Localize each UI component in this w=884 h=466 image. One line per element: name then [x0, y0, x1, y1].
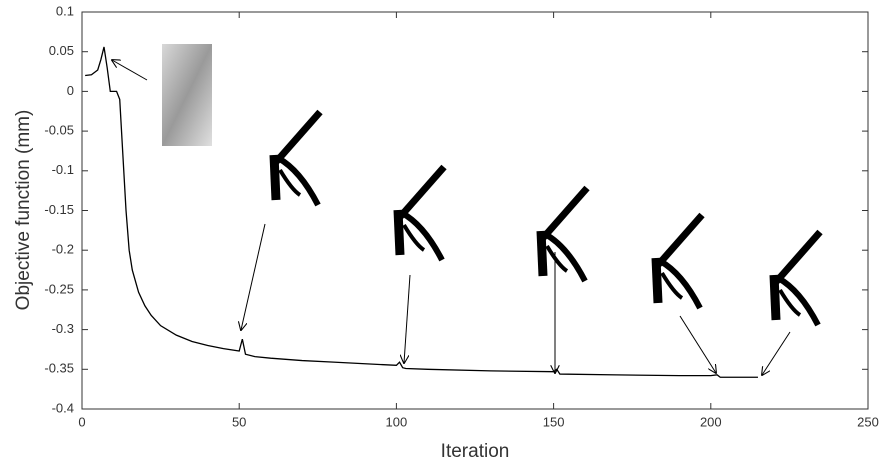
y-tick-label: -0.3	[52, 321, 74, 336]
y-tick-label: -0.4	[52, 400, 74, 415]
x-tick-label: 50	[232, 414, 246, 429]
surface-image	[162, 44, 212, 146]
shape-image	[656, 215, 702, 308]
y-tick-label: -0.25	[44, 281, 74, 296]
y-tick-label: -0.35	[44, 361, 74, 376]
y-tick-label: 0	[67, 83, 74, 98]
shape-image	[274, 112, 320, 205]
y-tick-label: -0.05	[44, 123, 74, 138]
y-tick-label: -0.2	[52, 242, 74, 257]
x-tick-label: 150	[543, 414, 565, 429]
y-tick-label: -0.15	[44, 202, 74, 217]
shape-image	[398, 167, 444, 260]
arrows	[112, 60, 791, 375]
y-tick-label: -0.1	[52, 162, 74, 177]
x-tick-label: 100	[386, 414, 408, 429]
x-tick-label: 0	[78, 414, 85, 429]
shape-image	[774, 232, 820, 325]
x-tick-label: 250	[857, 414, 879, 429]
y-axis-label: Objective function (mm)	[13, 110, 34, 311]
x-tick-label: 200	[700, 414, 722, 429]
x-axis-label: Iteration	[441, 441, 510, 462]
shape-image	[541, 188, 587, 281]
y-tick-label: 0.05	[49, 43, 74, 58]
line	[85, 46, 758, 378]
y-tick-label: 0.1	[56, 3, 74, 18]
